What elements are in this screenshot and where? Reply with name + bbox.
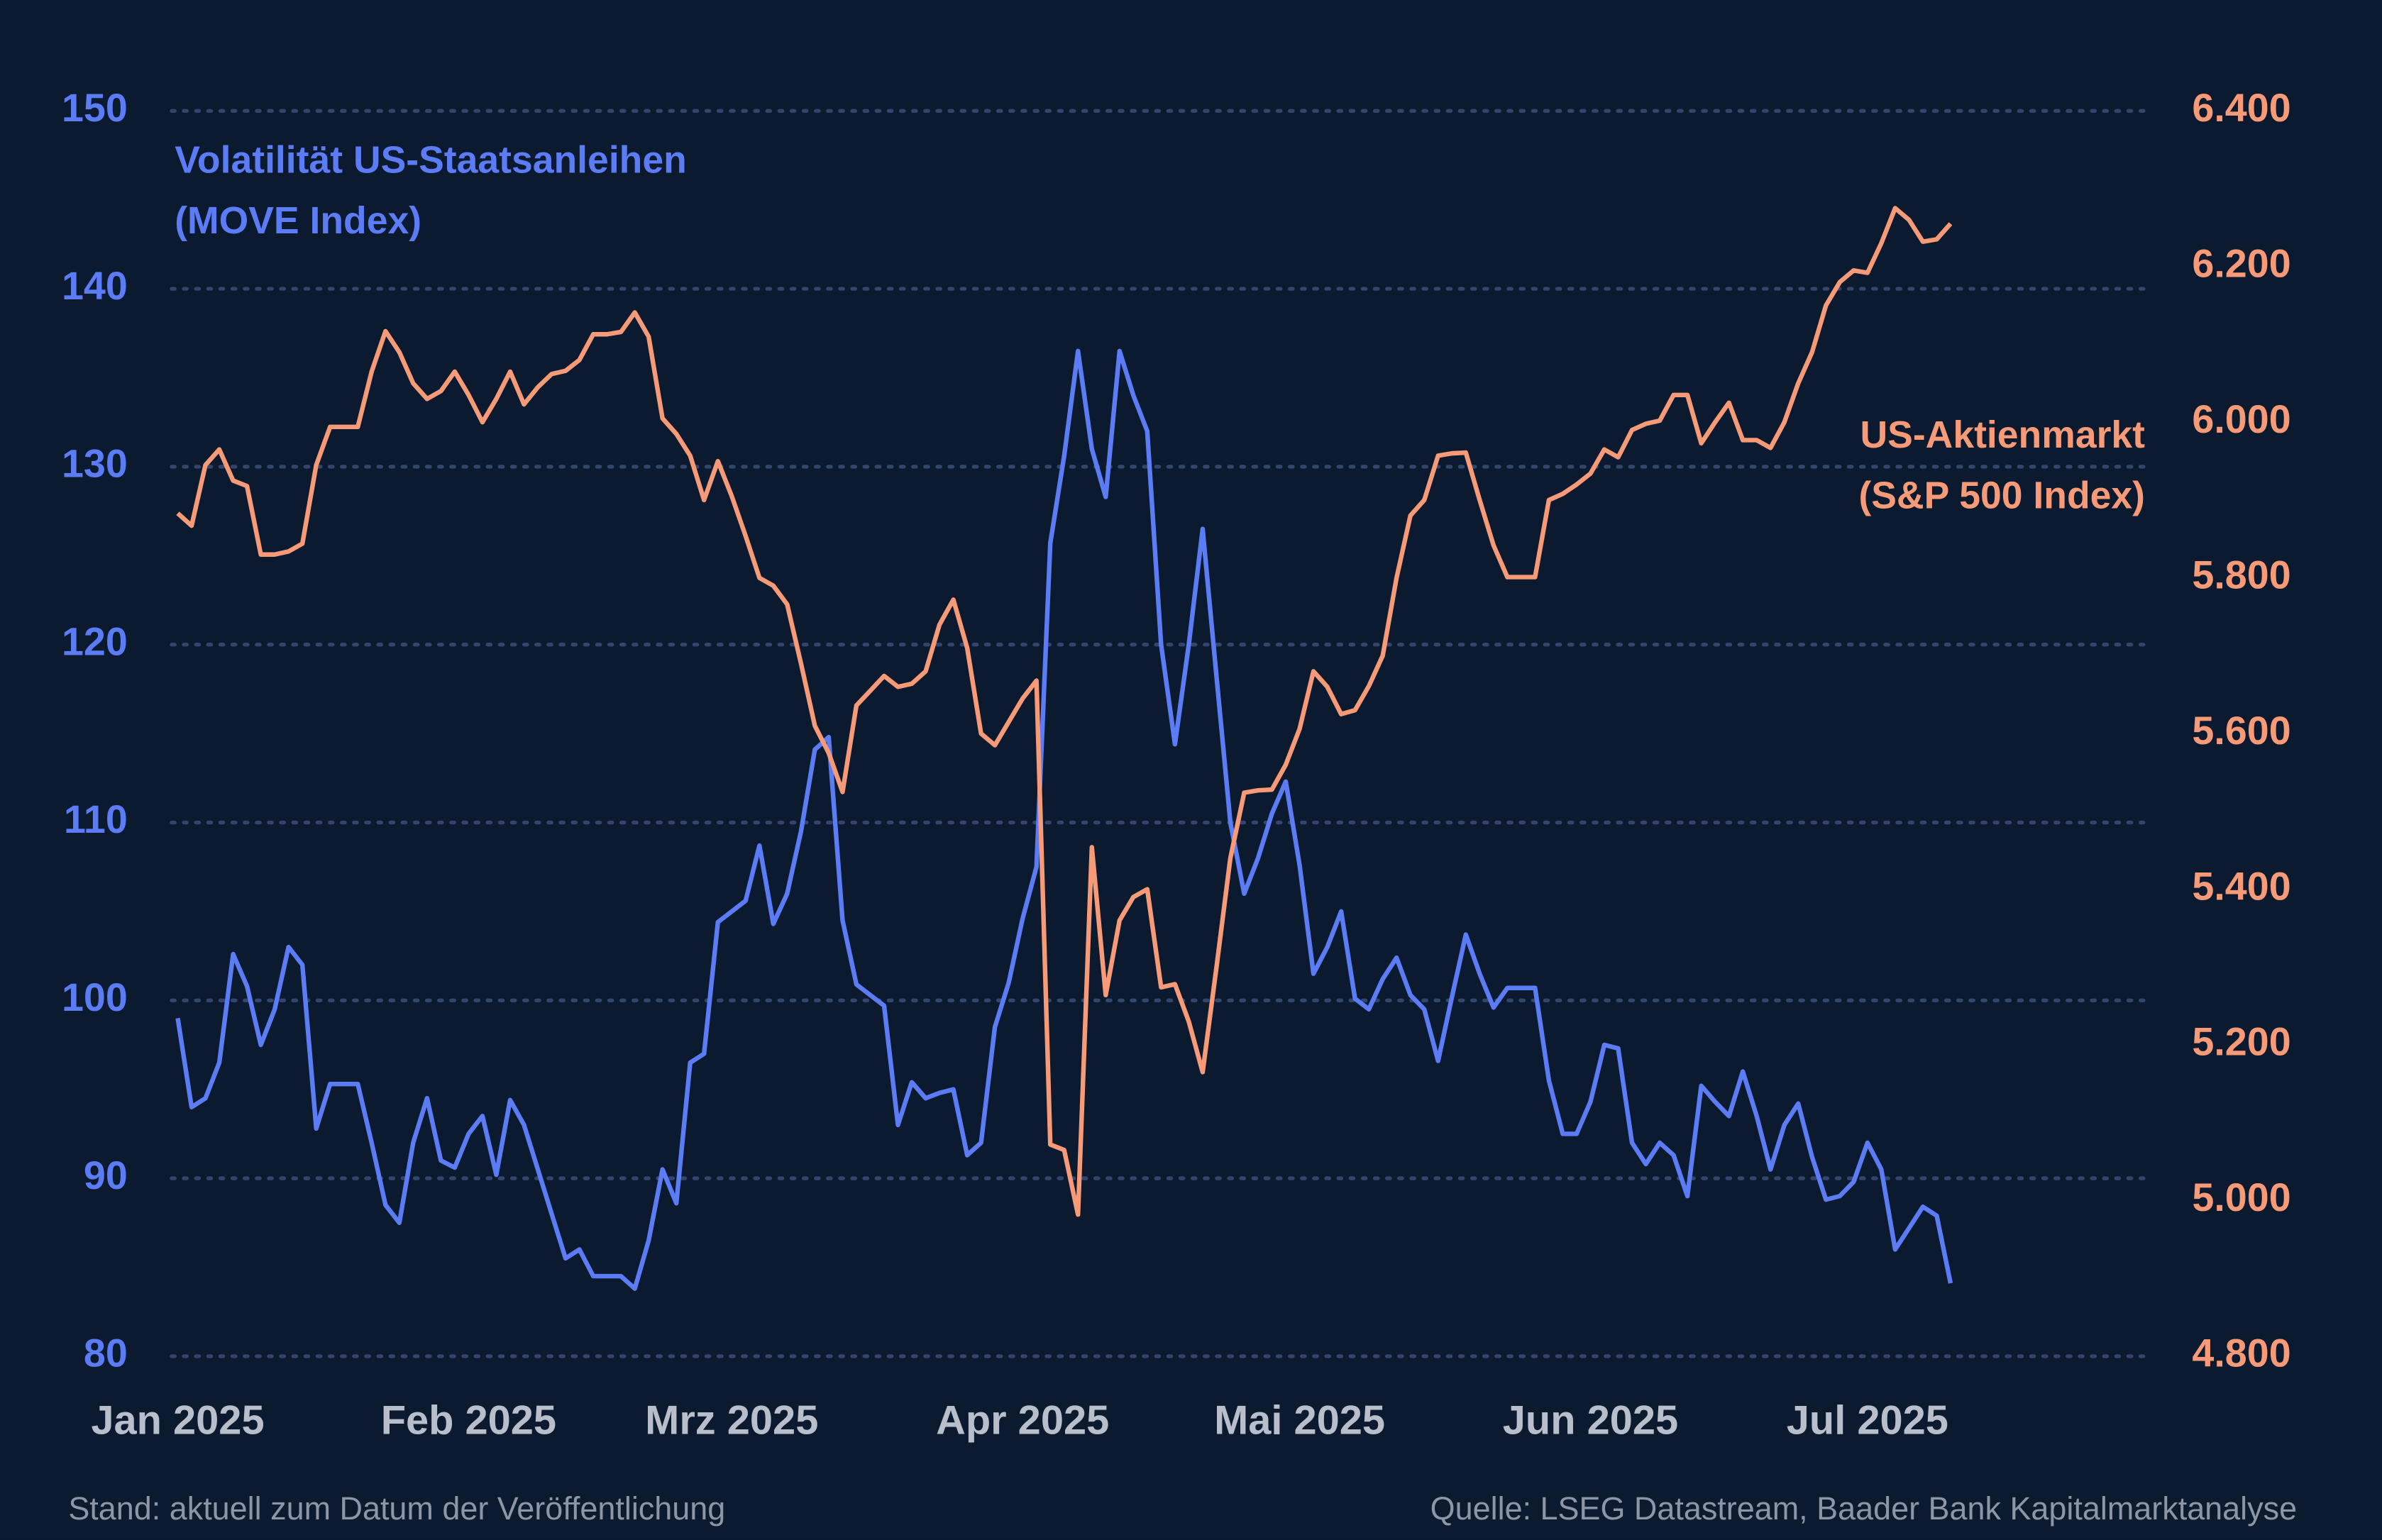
y2-tick-label: 6.000	[2192, 397, 2290, 441]
series-line	[175, 348, 1953, 1291]
y2-tick-label: 5.200	[2192, 1020, 2290, 1064]
x-tick-label: Mai 2025	[1214, 1397, 1385, 1443]
y2-tick-label: 6.400	[2192, 86, 2290, 130]
lines	[175, 206, 1953, 1291]
series-label: US-Aktienmarkt	[1860, 414, 2146, 456]
grid	[170, 109, 2147, 1358]
series-line	[176, 206, 1953, 1217]
series-label: (S&P 500 Index)	[1858, 475, 2145, 516]
y-tick-label: 120	[62, 619, 128, 663]
x-tick-label: Mrz 2025	[645, 1397, 818, 1443]
y-tick-label: 150	[62, 86, 128, 130]
y-tick-label: 100	[62, 975, 128, 1019]
x-tick-label: Feb 2025	[381, 1397, 556, 1443]
y2-tick-label: 5.400	[2192, 864, 2290, 908]
source: Quelle: LSEG Datastream, Baader Bank Kap…	[1430, 1490, 2297, 1527]
y2-tick-label: 6.200	[2192, 241, 2290, 285]
y-tick-label: 80	[84, 1331, 128, 1375]
x-tick-label: Jan 2025	[91, 1397, 264, 1443]
y-tick-label: 90	[84, 1153, 128, 1197]
y-tick-label: 110	[64, 797, 128, 841]
series-label: (MOVE Index)	[175, 200, 421, 242]
x-tick-label: Apr 2025	[936, 1397, 1109, 1443]
note: Stand: aktuell zum Datum der Veröffentli…	[68, 1490, 725, 1527]
series-label: Volatilität US-Staatsanleihen	[175, 139, 687, 181]
y2-tick-label: 5.800	[2192, 553, 2290, 597]
y2-tick-label: 5.000	[2192, 1175, 2290, 1219]
y-tick-label: 130	[62, 442, 128, 486]
y2-tick-label: 4.800	[2192, 1331, 2290, 1375]
y2-tick-label: 5.600	[2192, 709, 2290, 753]
x-tick-label: Jul 2025	[1787, 1397, 1948, 1443]
y-tick-label: 140	[62, 264, 128, 308]
x-tick-label: Jun 2025	[1503, 1397, 1678, 1443]
